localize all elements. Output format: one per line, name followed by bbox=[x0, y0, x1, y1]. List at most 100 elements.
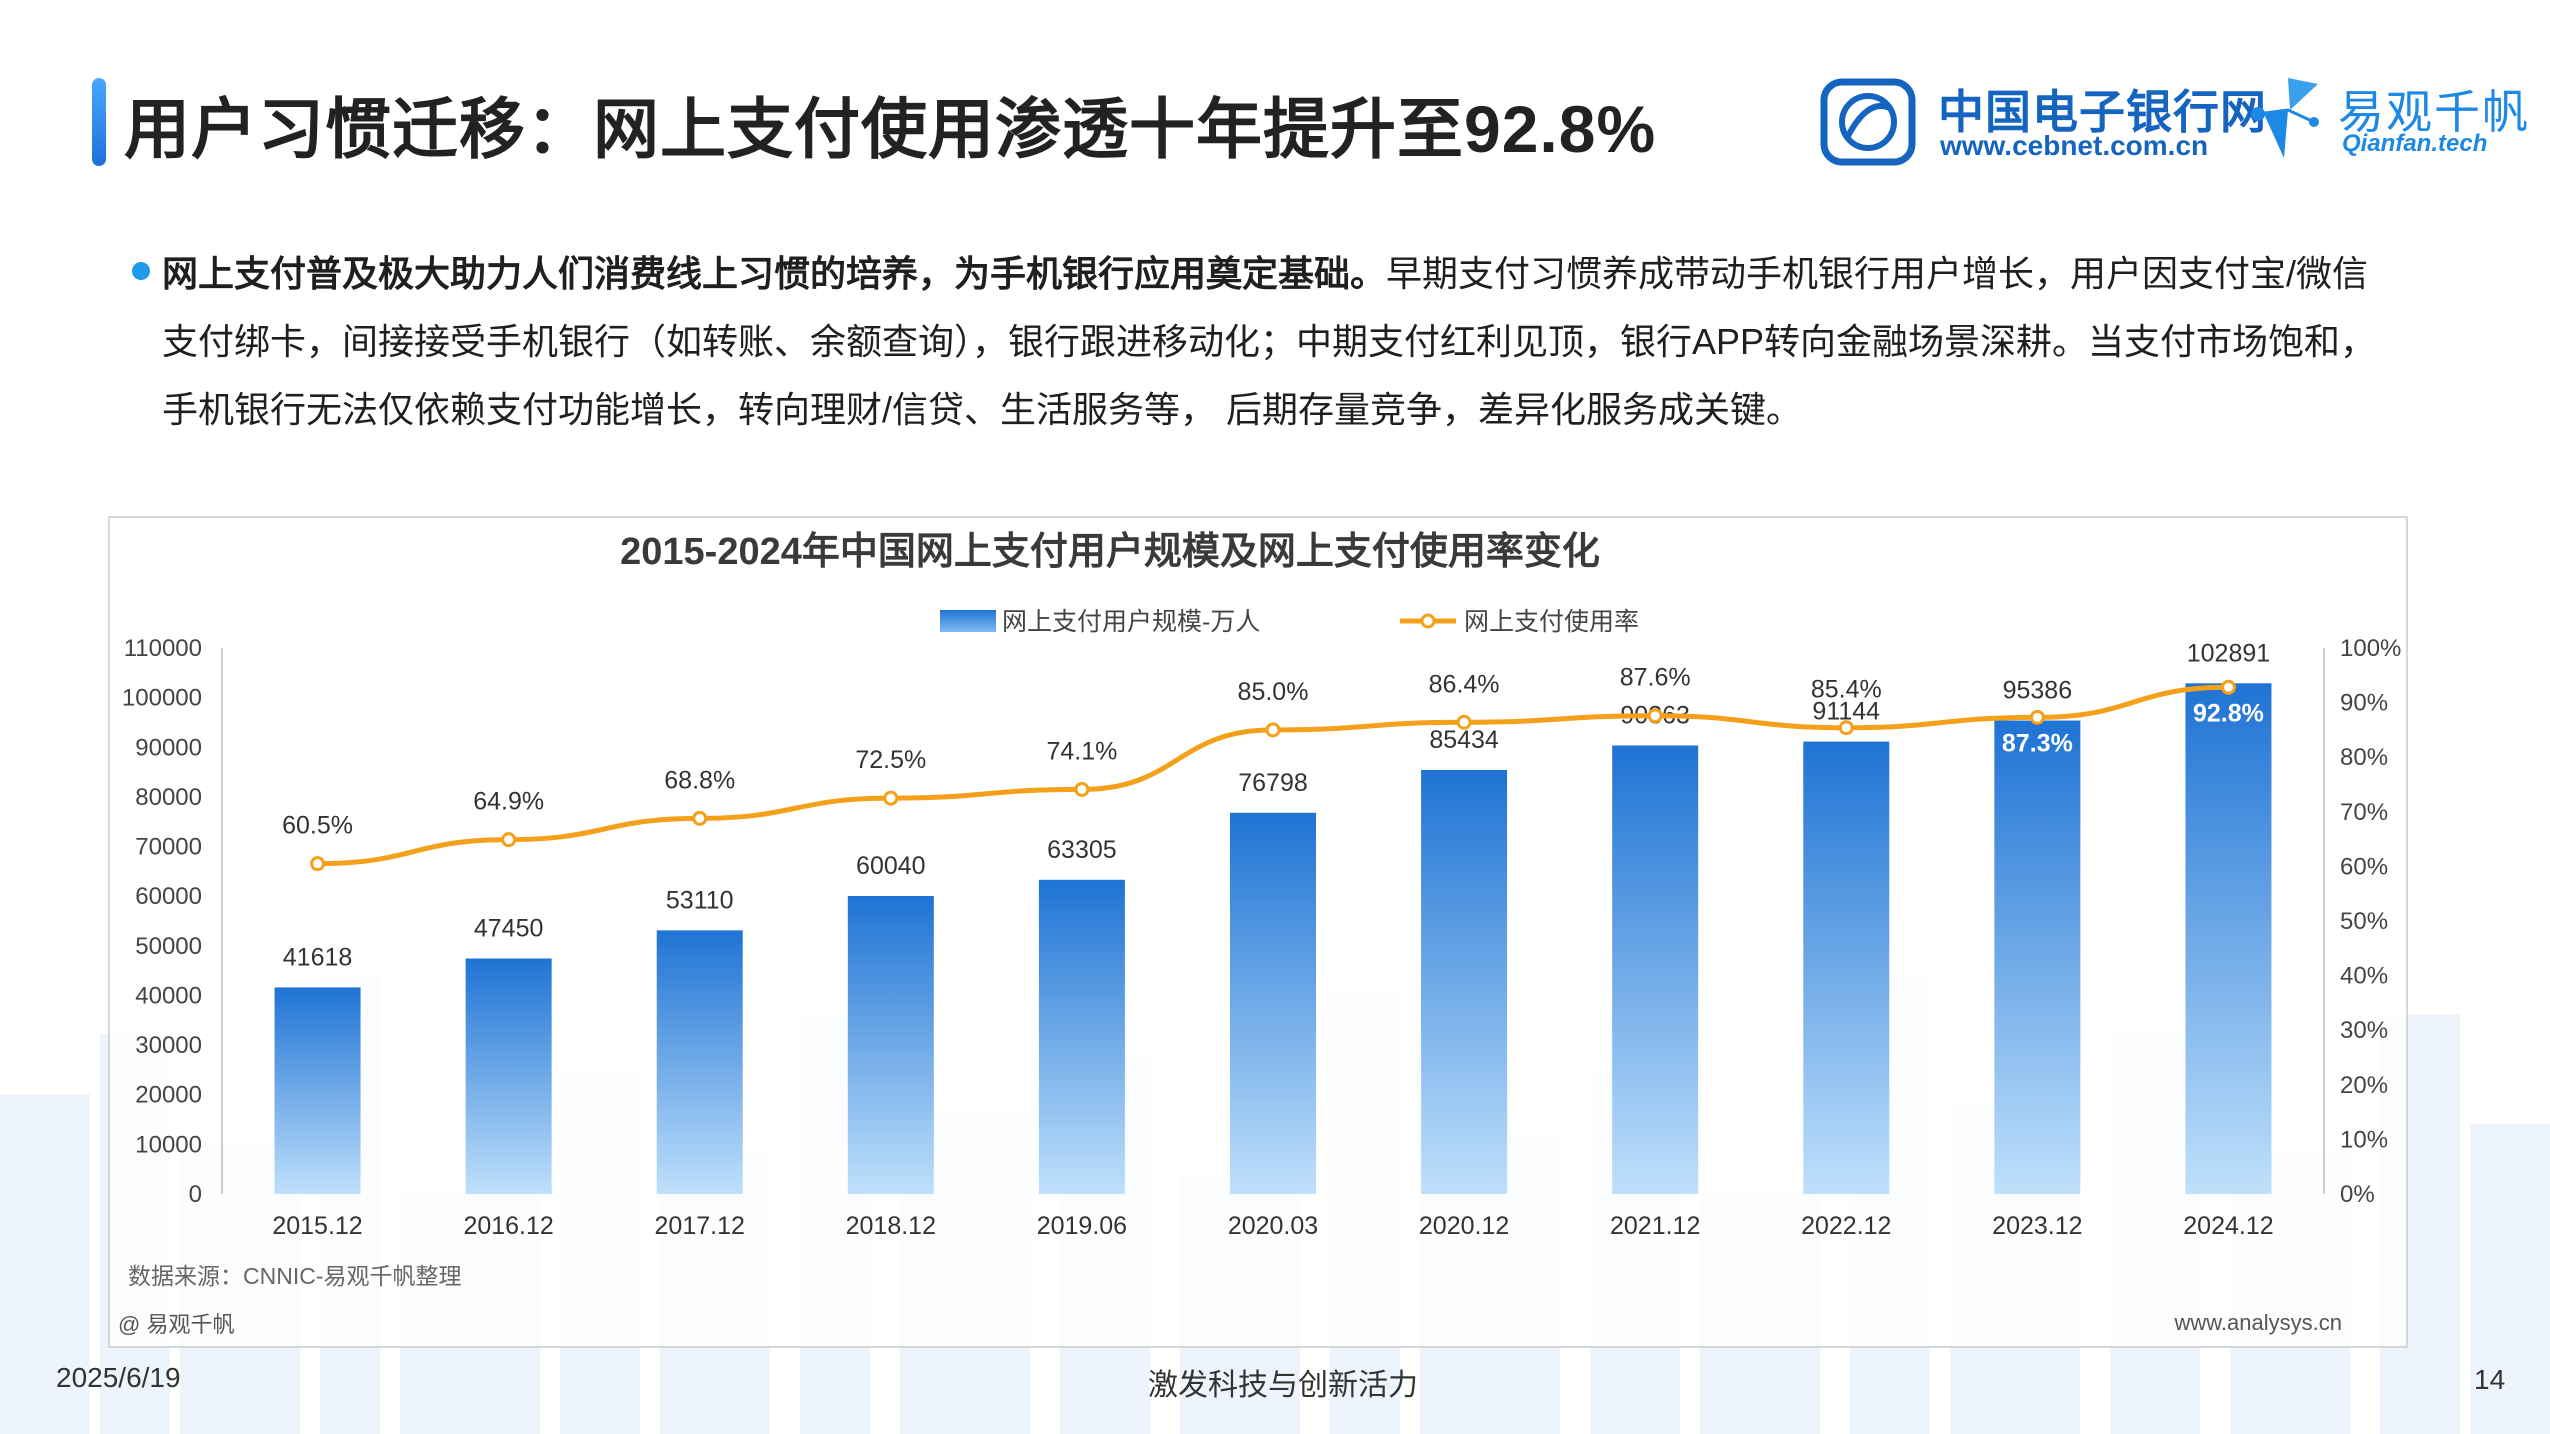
bar bbox=[2185, 683, 2272, 1194]
y-left-tick-label: 20000 bbox=[135, 1082, 202, 1109]
y-left-tick-label: 50000 bbox=[135, 933, 202, 960]
x-tick-label: 2024.12 bbox=[2183, 1212, 2273, 1240]
line-value-label: 87.6% bbox=[1620, 664, 1691, 692]
y-left-tick-label: 110000 bbox=[124, 635, 202, 662]
cebnet-emblem-icon bbox=[1820, 78, 1916, 166]
y-left-tick-label: 0 bbox=[189, 1181, 202, 1208]
bar bbox=[1994, 720, 2081, 1194]
line-value-label: 68.8% bbox=[664, 766, 735, 794]
bar-value-label: 76798 bbox=[1238, 769, 1308, 797]
footer-slogan: 激发科技与创新活力 bbox=[1148, 1369, 1418, 1402]
bar-value-label: 41618 bbox=[283, 943, 353, 971]
bullet-dot-icon bbox=[132, 262, 150, 280]
y-right-tick-label: 30% bbox=[2340, 1017, 2388, 1044]
qianfan-logo: 易观千帆 Qianfan.tech bbox=[2244, 66, 2534, 170]
x-tick-label: 2018.12 bbox=[846, 1212, 936, 1240]
legend-line-label: 网上支付使用率 bbox=[1464, 608, 1639, 636]
y-right-tick-label: 10% bbox=[2340, 1126, 2388, 1153]
line-point bbox=[883, 790, 899, 806]
line-value-label: 85.0% bbox=[1238, 678, 1309, 706]
bar bbox=[847, 895, 934, 1194]
line-value-label: 72.5% bbox=[855, 746, 926, 774]
title-accent-bar bbox=[92, 78, 106, 166]
y-right-tick-label: 0% bbox=[2340, 1181, 2375, 1208]
x-tick-label: 2017.12 bbox=[655, 1212, 745, 1240]
x-tick-label: 2020.03 bbox=[1228, 1212, 1318, 1240]
y-axis-right: 0% 10% 20% 30% 40% 50% 60% 70% 80% 90% 100% bbox=[2340, 635, 2401, 1208]
x-axis: 2015.12 2016.12 2017.12 2018.12 2019.06 2020.… bbox=[272, 1212, 2273, 1240]
line-value-label: 74.1% bbox=[1046, 737, 1117, 765]
line-point bbox=[1456, 714, 1472, 730]
bar bbox=[465, 958, 552, 1194]
line-value-label: 86.4% bbox=[1429, 670, 1500, 698]
watermark-right: www.analysys.cn bbox=[2173, 1310, 2342, 1335]
qianfan-url: Qianfan.tech bbox=[2342, 130, 2488, 157]
legend-bar-label: 网上支付用户规模-万人 bbox=[1002, 608, 1260, 636]
y-left-tick-label: 30000 bbox=[135, 1032, 202, 1059]
bar bbox=[1612, 745, 1699, 1194]
watermark-left: @ 易观千帆 bbox=[118, 1312, 234, 1337]
line-point bbox=[692, 810, 708, 826]
y-left-tick-label: 40000 bbox=[135, 982, 202, 1009]
bar-value-label: 53110 bbox=[666, 886, 734, 914]
y-right-tick-label: 20% bbox=[2340, 1072, 2388, 1099]
y-right-tick-label: 70% bbox=[2340, 799, 2388, 826]
line-series: 60.5% 64.9% 68.8% 72.5% 74.1% 85.0% 86.4% 87.6%… bbox=[282, 664, 2264, 872]
y-left-tick-label: 70000 bbox=[135, 834, 202, 861]
line-point bbox=[2220, 679, 2236, 695]
y-left-tick-label: 80000 bbox=[135, 784, 202, 811]
line-point bbox=[1265, 722, 1281, 738]
y-right-tick-label: 60% bbox=[2340, 853, 2388, 880]
bullet-lead: 网上支付普及极大助力人们消费线上习惯的培养，为手机银行应用奠定基础。 bbox=[162, 253, 1387, 294]
bullet-paragraph: 网上支付普及极大助力人们消费线上习惯的培养，为手机银行应用奠定基础。早期支付习惯… bbox=[162, 240, 2402, 444]
x-tick-label: 2019.06 bbox=[1037, 1212, 1127, 1240]
bar-value-label: 63305 bbox=[1047, 836, 1117, 864]
x-tick-label: 2021.12 bbox=[1610, 1212, 1700, 1240]
line-point bbox=[310, 856, 326, 872]
line-value-label: 64.9% bbox=[473, 788, 544, 816]
line-point bbox=[1074, 781, 1090, 797]
bar bbox=[274, 987, 361, 1194]
chart-source: 数据来源：CNNIC-易观千帆整理 bbox=[128, 1263, 462, 1289]
bar bbox=[1038, 879, 1125, 1194]
line-point bbox=[1647, 708, 1663, 724]
bar-value-label: 85434 bbox=[1429, 726, 1499, 754]
y-left-tick-label: 60000 bbox=[135, 883, 202, 910]
x-tick-label: 2020.12 bbox=[1419, 1212, 1509, 1240]
chart-title: 2015-2024年中国网上支付用户规模及网上支付使用率变化 bbox=[620, 531, 1600, 573]
line-value-label: 87.3% bbox=[2002, 729, 2073, 757]
cebnet-url: www.cebnet.com.cn bbox=[1940, 130, 2209, 161]
y-right-tick-label: 100% bbox=[2340, 635, 2401, 662]
x-tick-label: 2015.12 bbox=[272, 1212, 362, 1240]
page-number: 14 bbox=[2474, 1364, 2506, 1395]
bar-value-label: 60040 bbox=[856, 852, 926, 880]
usage-chart: 2015-2024年中国网上支付用户规模及网上支付使用率变化 网上支付用户规模-… bbox=[118, 531, 2401, 1337]
line-point bbox=[1838, 720, 1854, 736]
y-right-tick-label: 80% bbox=[2340, 744, 2388, 771]
bullet-body: 早期支付习惯养成带动手机银行用户增长，用户因支付宝/微信支付绑卡，间接接受手机银… bbox=[162, 253, 2377, 430]
legend-bar-swatch bbox=[940, 610, 996, 632]
bar bbox=[656, 930, 743, 1194]
bar-series bbox=[274, 683, 2272, 1194]
line-point bbox=[2029, 709, 2045, 725]
qianfan-sail-icon bbox=[2251, 78, 2319, 158]
line-point bbox=[501, 832, 517, 848]
cebnet-logo: 中国电子银行网 www.cebnet.com.cn bbox=[1820, 72, 2266, 168]
chart-legend: 网上支付用户规模-万人 网上支付使用率 bbox=[940, 608, 1639, 636]
x-tick-label: 2016.12 bbox=[463, 1212, 553, 1240]
y-left-tick-label: 90000 bbox=[135, 734, 202, 761]
footer-date: 2025/6/19 bbox=[56, 1362, 181, 1393]
bar-value-label: 47450 bbox=[474, 914, 544, 942]
chart-panel: 2015-2024年中国网上支付用户规模及网上支付使用率变化 网上支付用户规模-… bbox=[108, 516, 2408, 1348]
bar bbox=[1230, 812, 1316, 1194]
line-value-label: 92.8% bbox=[2193, 699, 2264, 727]
x-tick-label: 2023.12 bbox=[1992, 1212, 2082, 1240]
y-left-tick-label: 10000 bbox=[135, 1131, 202, 1158]
bar-value-label: 95386 bbox=[2003, 677, 2073, 705]
bar bbox=[1803, 741, 1890, 1194]
bar bbox=[1421, 769, 1508, 1194]
page-title: 用户习惯迁移：网上支付使用渗透十年提升至92.8% bbox=[124, 92, 1657, 166]
y-right-tick-label: 50% bbox=[2340, 908, 2388, 935]
y-left-tick-label: 100000 bbox=[122, 685, 202, 712]
y-right-tick-label: 40% bbox=[2340, 963, 2388, 990]
